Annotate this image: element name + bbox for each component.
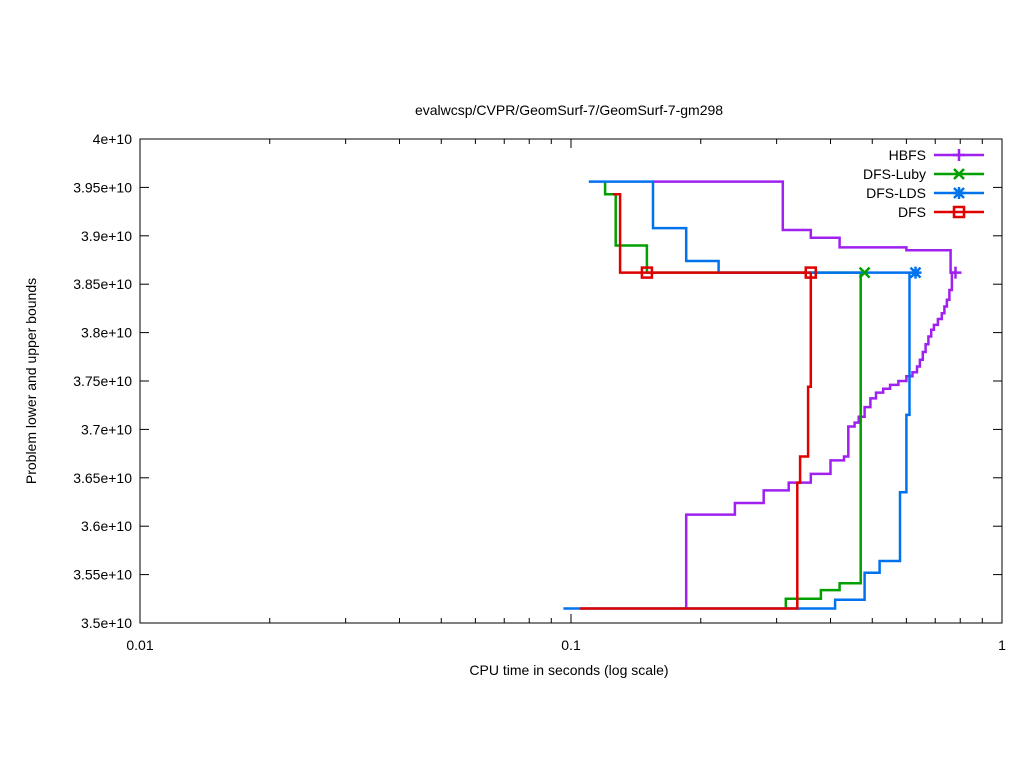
series-line-dfs-luby-lower — [784, 272, 862, 609]
y-tick-label: 3.5e+10 — [81, 615, 132, 631]
x-marker — [953, 168, 965, 180]
plot-frame — [139, 138, 1003, 624]
series-lines — [563, 180, 956, 610]
plus-marker — [949, 266, 962, 279]
square-marker — [640, 266, 654, 279]
plus-marker — [953, 149, 965, 161]
legend: HBFS DFS-Luby DFS-LDS DFS — [863, 147, 984, 220]
square-marker — [804, 266, 818, 279]
y-tick-label: 3.8e+10 — [81, 325, 132, 341]
series-line-dfs-lds-lower — [563, 272, 911, 610]
legend-label: HBFS — [889, 147, 926, 163]
y-tick-label: 3.85e+10 — [73, 276, 132, 292]
square-marker — [952, 205, 966, 219]
series-line-dfs-luby-upper — [603, 181, 865, 274]
y-tick-label: 3.95e+10 — [73, 179, 132, 195]
x-tick-label: 0.01 — [126, 637, 153, 653]
series-line-dfs-lower — [580, 272, 813, 610]
axis-ticks: 3.5e+10 3.55e+10 3.6e+10 3.65e+10 3.7e+10 3.7… — [73, 131, 1006, 653]
y-tick-label: 3.75e+10 — [73, 373, 132, 389]
series-line-dfs-upper — [612, 192, 811, 274]
legend-label: DFS-LDS — [866, 185, 926, 201]
y-tick-label: 3.6e+10 — [81, 518, 132, 534]
series-line-hbfs-lower — [684, 272, 954, 609]
x-tick-label: 0.1 — [561, 637, 581, 653]
y-tick-label: 3.7e+10 — [81, 421, 132, 437]
y-tick-label: 3.9e+10 — [81, 228, 132, 244]
series-line-dfs-lds-upper — [588, 180, 916, 274]
x-tick-label: 1 — [998, 637, 1006, 653]
y-axis-label: Problem lower and upper bounds — [23, 278, 39, 484]
y-tick-label: 3.55e+10 — [73, 567, 132, 583]
series-line-hbfs-upper — [653, 180, 956, 274]
series-markers — [640, 266, 962, 279]
y-tick-label: 3.65e+10 — [73, 470, 132, 486]
star-marker — [953, 187, 965, 199]
legend-label: DFS-Luby — [863, 166, 926, 182]
chart-title: evalwcsp/CVPR/GeomSurf-7/GeomSurf-7-gm29… — [415, 102, 723, 118]
x-marker — [858, 266, 871, 279]
x-axis-label: CPU time in seconds (log scale) — [469, 662, 668, 678]
legend-label: DFS — [898, 204, 926, 220]
y-tick-label: 4e+10 — [93, 131, 133, 147]
star-marker — [909, 266, 922, 279]
